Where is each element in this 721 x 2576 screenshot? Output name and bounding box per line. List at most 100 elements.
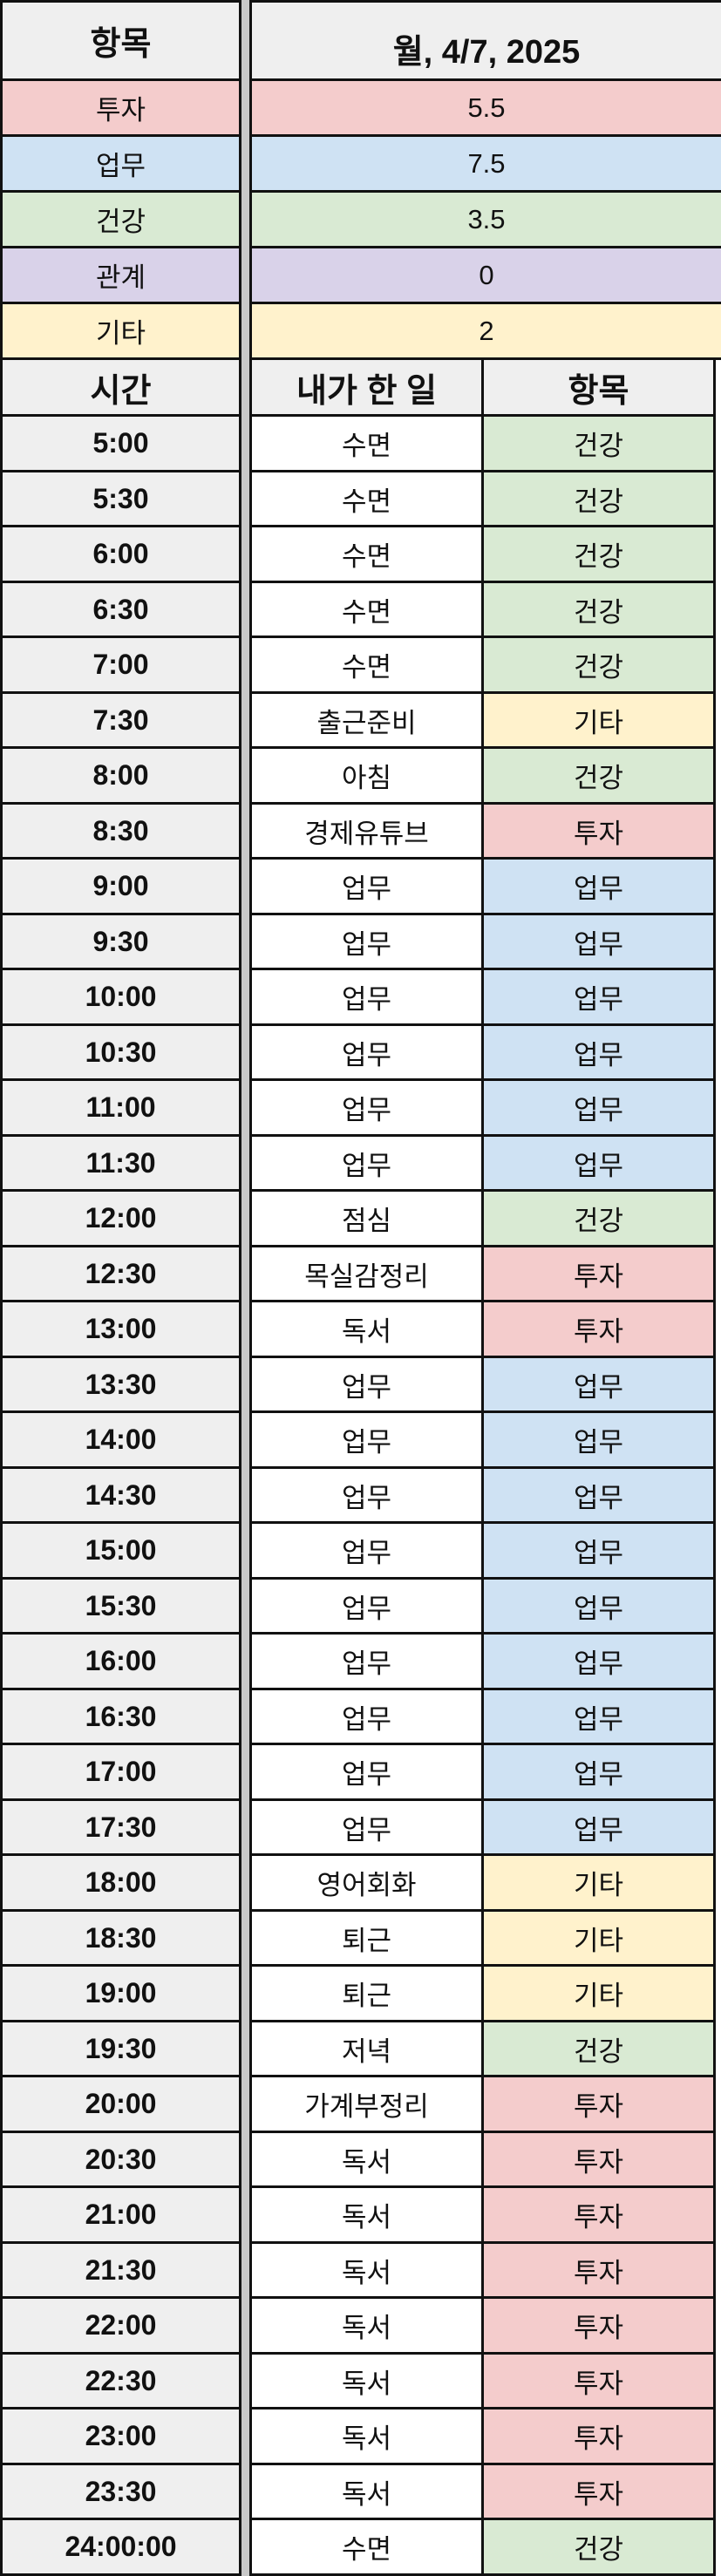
time-cell[interactable]: 21:30: [0, 2241, 241, 2300]
summary-value[interactable]: 7.5: [249, 134, 721, 193]
activity-cell[interactable]: 점심: [249, 1189, 484, 1247]
category-cell[interactable]: 투자: [481, 2407, 716, 2465]
activity-cell[interactable]: 업무: [249, 1023, 484, 1082]
category-header[interactable]: 항목: [0, 0, 241, 81]
activity-cell[interactable]: 독서: [249, 2185, 484, 2244]
time-cell[interactable]: 16:00: [0, 1632, 241, 1690]
activity-cell[interactable]: 수면: [249, 581, 484, 639]
activity-cell[interactable]: 아침: [249, 746, 484, 805]
summary-label[interactable]: 기타: [0, 302, 241, 360]
activity-cell[interactable]: 저녁: [249, 2020, 484, 2078]
time-cell[interactable]: 19:30: [0, 2020, 241, 2078]
activity-cell[interactable]: 업무: [249, 1632, 484, 1690]
activity-cell[interactable]: 업무: [249, 1078, 484, 1137]
activity-column-header[interactable]: 내가 한 일: [249, 357, 484, 417]
category-cell[interactable]: 건강: [481, 525, 716, 583]
activity-cell[interactable]: 퇴근: [249, 1964, 484, 2022]
category-column-header[interactable]: 항목: [481, 357, 716, 417]
time-cell[interactable]: 11:30: [0, 1134, 241, 1193]
category-cell[interactable]: 업무: [481, 1466, 716, 1525]
category-cell[interactable]: 업무: [481, 1078, 716, 1137]
time-cell[interactable]: 22:00: [0, 2296, 241, 2355]
activity-cell[interactable]: 독서: [249, 2296, 484, 2355]
category-cell[interactable]: 업무: [481, 1688, 716, 1746]
category-cell[interactable]: 기타: [481, 1909, 716, 1968]
activity-cell[interactable]: 독서: [249, 1300, 484, 1358]
category-cell[interactable]: 업무: [481, 1743, 716, 1801]
activity-cell[interactable]: 독서: [249, 2407, 484, 2465]
activity-cell[interactable]: 경제유튜브: [249, 802, 484, 860]
category-cell[interactable]: 건강: [481, 636, 716, 694]
category-cell[interactable]: 업무: [481, 968, 716, 1026]
category-cell[interactable]: 기타: [481, 691, 716, 750]
activity-cell[interactable]: 수면: [249, 2518, 484, 2576]
time-cell[interactable]: 8:00: [0, 746, 241, 805]
time-cell[interactable]: 13:00: [0, 1300, 241, 1358]
category-cell[interactable]: 투자: [481, 1300, 716, 1358]
time-cell[interactable]: 11:00: [0, 1078, 241, 1137]
summary-label[interactable]: 업무: [0, 134, 241, 193]
category-cell[interactable]: 기타: [481, 1964, 716, 2022]
activity-cell[interactable]: 업무: [249, 1134, 484, 1193]
summary-label[interactable]: 건강: [0, 190, 241, 248]
activity-cell[interactable]: 독서: [249, 2241, 484, 2300]
activity-cell[interactable]: 업무: [249, 857, 484, 915]
time-cell[interactable]: 22:30: [0, 2352, 241, 2410]
category-cell[interactable]: 업무: [481, 1798, 716, 1857]
category-cell[interactable]: 투자: [481, 2131, 716, 2189]
activity-cell[interactable]: 업무: [249, 1743, 484, 1801]
time-cell[interactable]: 17:30: [0, 1798, 241, 1857]
category-cell[interactable]: 업무: [481, 1632, 716, 1690]
activity-cell[interactable]: 업무: [249, 913, 484, 971]
summary-value[interactable]: 5.5: [249, 78, 721, 137]
activity-cell[interactable]: 업무: [249, 1798, 484, 1857]
category-cell[interactable]: 업무: [481, 913, 716, 971]
time-cell[interactable]: 24:00:00: [0, 2518, 241, 2576]
time-cell[interactable]: 10:30: [0, 1023, 241, 1082]
time-cell[interactable]: 12:30: [0, 1245, 241, 1303]
summary-label[interactable]: 관계: [0, 246, 241, 304]
time-cell[interactable]: 19:00: [0, 1964, 241, 2022]
activity-cell[interactable]: 수면: [249, 636, 484, 694]
category-cell[interactable]: 업무: [481, 1356, 716, 1414]
category-cell[interactable]: 건강: [481, 581, 716, 639]
time-cell[interactable]: 17:00: [0, 1743, 241, 1801]
activity-cell[interactable]: 업무: [249, 1521, 484, 1580]
activity-cell[interactable]: 퇴근: [249, 1909, 484, 1968]
time-cell[interactable]: 18:30: [0, 1909, 241, 1968]
summary-value[interactable]: 0: [249, 246, 721, 304]
activity-cell[interactable]: 가계부정리: [249, 2075, 484, 2133]
category-cell[interactable]: 업무: [481, 1410, 716, 1469]
time-cell[interactable]: 6:00: [0, 525, 241, 583]
time-cell[interactable]: 16:30: [0, 1688, 241, 1746]
time-column-header[interactable]: 시간: [0, 357, 241, 417]
summary-value[interactable]: 2: [249, 302, 721, 360]
time-cell[interactable]: 20:00: [0, 2075, 241, 2133]
category-cell[interactable]: 건강: [481, 414, 716, 472]
category-cell[interactable]: 건강: [481, 2020, 716, 2078]
activity-cell[interactable]: 목실감정리: [249, 1245, 484, 1303]
time-cell[interactable]: 5:00: [0, 414, 241, 472]
category-cell[interactable]: 투자: [481, 2075, 716, 2133]
date-header[interactable]: 월, 4/7, 2025: [249, 0, 721, 81]
time-cell[interactable]: 20:30: [0, 2131, 241, 2189]
summary-label[interactable]: 투자: [0, 78, 241, 137]
category-cell[interactable]: 업무: [481, 1521, 716, 1580]
time-cell[interactable]: 7:30: [0, 691, 241, 750]
activity-cell[interactable]: 영어회화: [249, 1853, 484, 1912]
time-cell[interactable]: 18:00: [0, 1853, 241, 1912]
category-cell[interactable]: 기타: [481, 1853, 716, 1912]
activity-cell[interactable]: 업무: [249, 1356, 484, 1414]
activity-cell[interactable]: 수면: [249, 414, 484, 472]
category-cell[interactable]: 건강: [481, 1189, 716, 1247]
summary-value[interactable]: 3.5: [249, 190, 721, 248]
category-cell[interactable]: 업무: [481, 857, 716, 915]
frozen-pane-divider[interactable]: [239, 0, 249, 2576]
category-cell[interactable]: 건강: [481, 2518, 716, 2576]
category-cell[interactable]: 투자: [481, 2185, 716, 2244]
category-cell[interactable]: 투자: [481, 2296, 716, 2355]
category-cell[interactable]: 투자: [481, 2352, 716, 2410]
time-cell[interactable]: 12:00: [0, 1189, 241, 1247]
category-cell[interactable]: 건강: [481, 746, 716, 805]
activity-cell[interactable]: 업무: [249, 1466, 484, 1525]
